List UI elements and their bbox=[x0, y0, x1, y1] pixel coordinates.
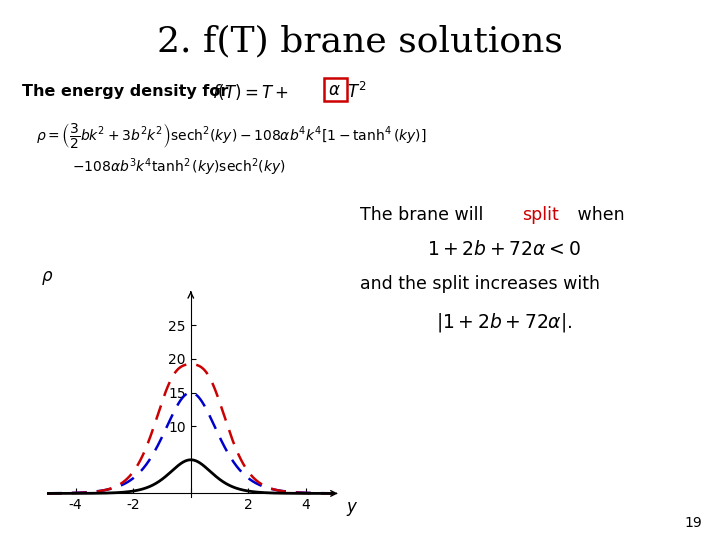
Text: 19: 19 bbox=[684, 516, 702, 530]
Text: $\alpha$: $\alpha$ bbox=[328, 82, 341, 99]
Text: and the split increases with: and the split increases with bbox=[360, 275, 600, 293]
Text: The energy density for: The energy density for bbox=[22, 84, 228, 99]
Text: when: when bbox=[572, 206, 625, 224]
Text: $T^2$: $T^2$ bbox=[347, 82, 366, 102]
Text: $f(T) = T + $: $f(T) = T + $ bbox=[212, 82, 289, 102]
Text: $y$: $y$ bbox=[346, 500, 359, 518]
Text: 2. f(T) brane solutions: 2. f(T) brane solutions bbox=[157, 24, 563, 58]
Text: split: split bbox=[522, 206, 559, 224]
Text: $|1+2b+72\alpha|.$: $|1+2b+72\alpha|.$ bbox=[436, 310, 572, 334]
Text: $-108\alpha b^3k^4\tanh^2(ky)\mathrm{sech}^2(ky)$: $-108\alpha b^3k^4\tanh^2(ky)\mathrm{sec… bbox=[72, 157, 286, 178]
Text: $1+2b+72\alpha<0$: $1+2b+72\alpha<0$ bbox=[427, 240, 581, 259]
Text: The brane will: The brane will bbox=[360, 206, 489, 224]
Text: $\rho$: $\rho$ bbox=[40, 269, 53, 287]
Text: $\rho=\left(\dfrac{3}{2}bk^2+3b^2k^2\right)\mathrm{sech}^2(ky)-108\alpha b^4k^4\: $\rho=\left(\dfrac{3}{2}bk^2+3b^2k^2\rig… bbox=[36, 122, 426, 151]
